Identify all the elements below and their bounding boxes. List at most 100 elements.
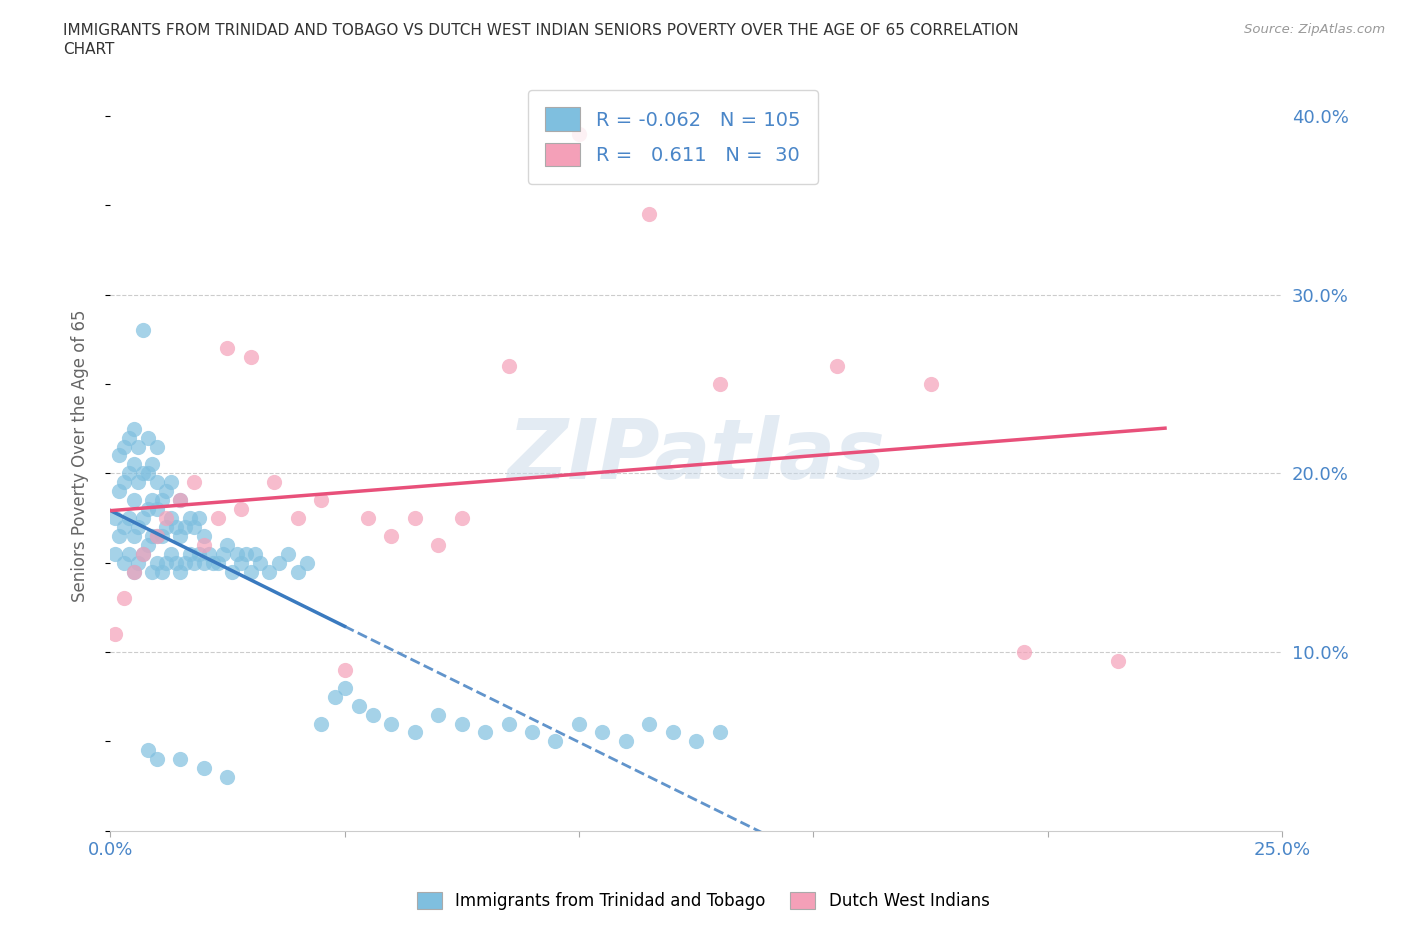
Point [193, 538, 215, 552]
Point [685, 734, 707, 749]
Point [825, 359, 848, 374]
Point [638, 716, 661, 731]
Point [174, 555, 197, 570]
Point [160, 546, 183, 561]
Point [112, 475, 135, 490]
Point [136, 743, 159, 758]
Point [211, 546, 233, 561]
Point [136, 538, 159, 552]
Point [108, 484, 131, 498]
Point [239, 565, 262, 579]
Point [118, 431, 141, 445]
Point [122, 421, 145, 436]
Point [104, 511, 127, 525]
Point [498, 359, 520, 374]
Point [638, 206, 661, 221]
Point [122, 457, 145, 472]
Point [141, 528, 163, 543]
Point [267, 555, 290, 570]
Legend: R = -0.062   N = 105, R =   0.611   N =  30: R = -0.062 N = 105, R = 0.611 N = 30 [527, 90, 818, 184]
Point [235, 546, 257, 561]
Point [169, 565, 191, 579]
Point [132, 323, 155, 338]
Point [309, 493, 332, 508]
Point [193, 555, 215, 570]
Point [202, 555, 225, 570]
Point [347, 698, 370, 713]
Point [132, 546, 155, 561]
Point [239, 350, 262, 365]
Point [132, 511, 155, 525]
Point [361, 707, 384, 722]
Point [155, 484, 177, 498]
Point [122, 493, 145, 508]
Point [217, 770, 239, 785]
Point [122, 565, 145, 579]
Point [225, 546, 247, 561]
Point [169, 493, 191, 508]
Point [614, 734, 637, 749]
Point [122, 565, 145, 579]
Point [183, 555, 205, 570]
Point [427, 538, 450, 552]
Point [591, 725, 613, 740]
Point [287, 565, 309, 579]
Point [221, 565, 243, 579]
Text: ZIPatlas: ZIPatlas [508, 415, 886, 496]
Point [188, 546, 211, 561]
Point [231, 555, 253, 570]
Point [427, 707, 450, 722]
Point [920, 377, 942, 392]
Point [146, 555, 169, 570]
Point [127, 439, 149, 454]
Point [450, 716, 472, 731]
Point [193, 761, 215, 776]
Point [231, 501, 253, 516]
Text: CHART: CHART [63, 42, 115, 57]
Point [169, 528, 191, 543]
Point [146, 439, 169, 454]
Point [193, 528, 215, 543]
Point [287, 511, 309, 525]
Point [112, 591, 135, 605]
Point [127, 475, 149, 490]
Point [263, 475, 285, 490]
Point [404, 511, 426, 525]
Point [188, 511, 211, 525]
Y-axis label: Seniors Poverty Over the Age of 65: Seniors Poverty Over the Age of 65 [72, 309, 89, 602]
Point [245, 546, 267, 561]
Point [1107, 654, 1129, 669]
Point [104, 546, 127, 561]
Point [474, 725, 496, 740]
Point [661, 725, 683, 740]
Point [333, 662, 356, 677]
Point [544, 734, 567, 749]
Point [183, 520, 205, 535]
Point [174, 520, 197, 535]
Text: IMMIGRANTS FROM TRINIDAD AND TOBAGO VS DUTCH WEST INDIAN SENIORS POVERTY OVER TH: IMMIGRANTS FROM TRINIDAD AND TOBAGO VS D… [63, 23, 1019, 38]
Point [132, 546, 155, 561]
Point [169, 751, 191, 766]
Point [155, 511, 177, 525]
Point [127, 520, 149, 535]
Point [136, 466, 159, 481]
Point [155, 555, 177, 570]
Point [179, 546, 201, 561]
Point [709, 725, 731, 740]
Point [520, 725, 543, 740]
Point [568, 126, 591, 141]
Point [357, 511, 380, 525]
Point [380, 716, 402, 731]
Point [568, 716, 591, 731]
Point [112, 520, 135, 535]
Point [122, 528, 145, 543]
Point [112, 555, 135, 570]
Point [380, 528, 402, 543]
Point [217, 340, 239, 355]
Point [165, 520, 187, 535]
Point [127, 555, 149, 570]
Point [498, 716, 520, 731]
Point [118, 546, 141, 561]
Point [108, 528, 131, 543]
Point [259, 565, 281, 579]
